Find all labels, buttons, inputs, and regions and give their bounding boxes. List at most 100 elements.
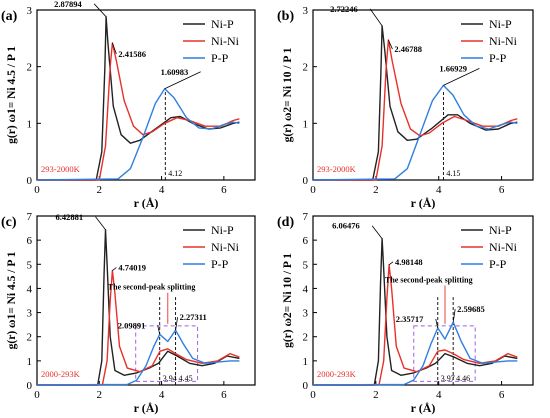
y-tick-label: 2 — [27, 332, 33, 344]
x-tick-label: 0 — [34, 389, 40, 401]
peak-value-label: 2.35717 — [396, 314, 424, 324]
y-tick-label: 1 — [27, 118, 33, 130]
panel-label: (a) — [1, 9, 18, 24]
y-tick-label: 2 — [27, 62, 33, 74]
y-tick-label: 3 — [27, 308, 33, 320]
peak-value-label: 2.27311 — [180, 312, 207, 322]
annotation-arrow — [443, 68, 480, 86]
y-tick-label: 2 — [303, 332, 309, 344]
peak-value-label: 2.41586 — [118, 49, 146, 59]
x-tick-label: 0 — [310, 389, 316, 401]
x-axis-title: r (Å) — [411, 401, 436, 415]
peak-value-label: 6.06476 — [332, 221, 360, 231]
marker-label: 3.94 — [163, 374, 177, 383]
series-line-ni-ni — [313, 39, 518, 181]
panel-2: 0 2 4 6 0 1 2 3 4 5 6 7 r (Å) g(r) ω1= Ni 4.5 / P 1 (c… — [1, 211, 256, 415]
series-line-ni-p — [37, 229, 240, 386]
plot-frame — [312, 215, 534, 386]
x-tick-label: 2 — [97, 389, 103, 401]
legend-label: P-P — [211, 257, 229, 271]
annotation-arrow — [388, 39, 393, 50]
marker-label: 3.97 — [441, 374, 455, 383]
y-tick-label: 0 — [303, 175, 309, 187]
peak-value-label: 2.59685 — [457, 304, 485, 314]
series-line-ni-ni — [37, 42, 240, 181]
panel-label: (d) — [277, 215, 294, 230]
x-tick-label: 4 — [159, 184, 165, 196]
panel-0: 0 2 4 6 0 1 2 3 r (Å) g(r) ω1= Ni 4.5 / P 1 (a) 293… — [1, 0, 256, 210]
series-line-p-p — [312, 84, 518, 181]
temperature-label: 2000-293K — [41, 369, 81, 379]
panel-label: (b) — [277, 9, 294, 24]
splitting-box — [135, 325, 199, 382]
marker-label: 4.12 — [168, 169, 182, 178]
series-line-ni-p — [37, 16, 240, 181]
panel-label: (c) — [1, 215, 17, 230]
peak-value-label: 2.46788 — [394, 44, 422, 54]
x-tick-label: 4 — [436, 389, 442, 401]
series-line-p-p — [36, 329, 240, 386]
peak-value-label: 2.72246 — [330, 4, 358, 14]
y-tick-label: 2 — [303, 62, 309, 74]
temperature-label: 293-2000K — [317, 164, 357, 174]
legend-label: Ni-P — [489, 223, 512, 237]
y-tick-label: 3 — [303, 5, 309, 17]
annotation-arrow — [95, 216, 106, 231]
annotation-arrow — [164, 71, 201, 90]
panel-1: 0 2 4 6 0 1 2 3 r (Å) g(r) ω2= Ni 10 / P 1 (b) 293-… — [277, 4, 534, 210]
peak-value-label: 1.66929 — [439, 63, 467, 73]
legend-label: Ni-Ni — [211, 240, 240, 254]
marker-label: 4.46 — [456, 374, 470, 383]
x-tick-label: 6 — [499, 389, 505, 401]
peak-value-label: 2.87894 — [54, 0, 82, 9]
y-tick-label: 6 — [27, 235, 33, 247]
y-tick-label: 4 — [27, 283, 33, 295]
x-axis-title: r (Å) — [411, 196, 436, 210]
temperature-label: 293-2000K — [41, 164, 81, 174]
marker-label: 4.15 — [446, 169, 460, 178]
annotation-arrow — [112, 267, 117, 271]
x-axis-title: r (Å) — [134, 401, 159, 415]
y-tick-label: 3 — [303, 308, 309, 320]
y-tick-label: 0 — [303, 380, 309, 392]
splitting-annotation: The second-peak splitting — [108, 283, 196, 292]
annotation-arrow — [157, 325, 161, 335]
series-line-p-p — [36, 88, 240, 181]
legend-label: Ni-Ni — [489, 34, 518, 48]
y-tick-label: 0 — [27, 380, 33, 392]
plot-frame — [36, 215, 256, 386]
series-line-p-p — [312, 321, 518, 386]
y-axis-title: g(r) ω2= Ni 10 / P 1 — [282, 47, 294, 142]
legend-label: Ni-P — [211, 17, 234, 31]
splitting-box — [413, 325, 476, 382]
x-tick-label: 4 — [159, 389, 165, 401]
plot-frame — [312, 9, 534, 181]
annotation-arrow — [435, 318, 439, 329]
peak-value-label: 4.74019 — [118, 263, 146, 273]
y-tick-label: 6 — [303, 235, 309, 247]
y-axis-title: g(r) ω1= Ni 4.5 / P 1 — [6, 46, 18, 144]
x-tick-label: 6 — [499, 184, 505, 196]
panel-3: 0 2 4 6 0 1 2 3 4 5 6 7 r (Å) g(r) ω2= Ni 10 / P 1 (d)… — [277, 211, 534, 415]
x-tick-label: 4 — [436, 184, 442, 196]
x-tick-label: 0 — [310, 184, 316, 196]
legend-label: P-P — [489, 51, 507, 65]
legend-label: Ni-Ni — [211, 34, 240, 48]
splitting-annotation: The second-peak splitting — [385, 276, 473, 285]
annotation-arrow — [93, 3, 107, 18]
y-axis-title: g(r) ω2= Ni 10 / P 1 — [282, 253, 294, 348]
series-line-ni-p — [313, 25, 518, 181]
y-tick-label: 1 — [27, 356, 33, 368]
y-tick-label: 5 — [27, 259, 33, 271]
annotation-arrow — [369, 8, 383, 27]
x-tick-label: 2 — [373, 389, 379, 401]
annotation-arrow — [388, 261, 394, 266]
y-tick-label: 4 — [303, 283, 309, 295]
y-tick-label: 0 — [27, 175, 33, 187]
temperature-label: 2000-293K — [317, 369, 357, 379]
annotation-arrow — [452, 309, 456, 323]
x-tick-label: 2 — [373, 184, 379, 196]
y-tick-label: 1 — [303, 356, 309, 368]
peak-value-label: 2.09891 — [118, 320, 146, 330]
